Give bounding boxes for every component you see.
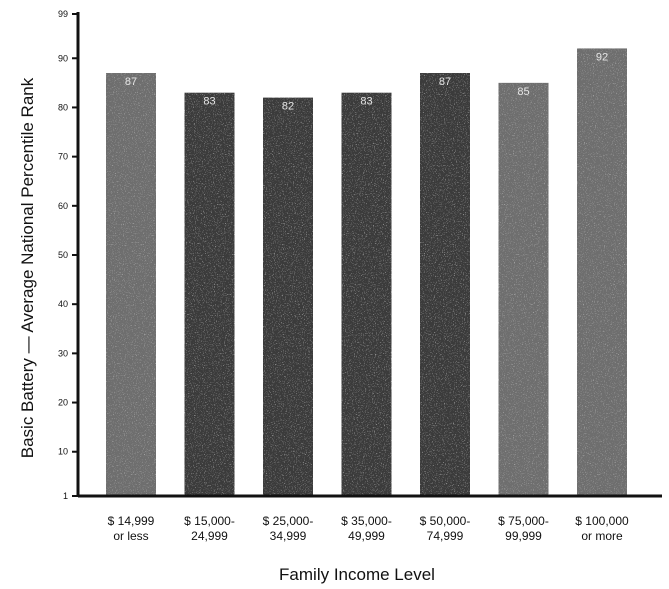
y-tick-label: 40 xyxy=(58,299,68,309)
bar xyxy=(341,92,392,496)
y-tick-label: 90 xyxy=(58,53,68,63)
bar-value-label: 85 xyxy=(517,86,529,98)
x-category-label: or more xyxy=(581,529,623,543)
bar-value-label: 92 xyxy=(596,51,608,63)
y-tick-label: 99 xyxy=(58,9,68,19)
bar-value-label: 83 xyxy=(203,96,215,108)
y-tick-label: 1 xyxy=(63,491,68,501)
x-axis-title: Family Income Level xyxy=(279,565,435,584)
bar xyxy=(184,92,235,496)
y-tick-label: 10 xyxy=(58,447,68,457)
bar xyxy=(263,97,313,496)
x-category-label: or less xyxy=(113,529,148,543)
x-category-label: $ 14,999 xyxy=(108,514,155,528)
x-category-label: $ 75,000- xyxy=(498,514,549,528)
x-category-label: $ 25,000- xyxy=(263,514,314,528)
x-category-label: $ 100,000 xyxy=(575,514,629,528)
x-category-label: 49,999 xyxy=(348,529,385,543)
x-category-label: 34,999 xyxy=(270,529,307,543)
x-category-label: $ 50,000- xyxy=(420,514,471,528)
bar-value-label: 87 xyxy=(125,76,137,88)
y-tick-label: 70 xyxy=(58,152,68,162)
y-axis: 1 10 20 30 40 50 60 70 80 90 99 xyxy=(58,9,80,501)
bars: 87 83 82 83 87 85 92 xyxy=(106,48,627,497)
bar-value-label: 87 xyxy=(439,76,451,88)
bar xyxy=(577,48,627,497)
y-tick-label: 20 xyxy=(58,398,68,408)
bar xyxy=(498,82,549,496)
x-category-label: 74,999 xyxy=(427,529,464,543)
x-category-label: $ 15,000- xyxy=(184,514,235,528)
bar xyxy=(420,73,470,496)
y-tick-label: 50 xyxy=(58,250,68,260)
y-tick-label: 80 xyxy=(58,102,68,112)
bar-value-label: 83 xyxy=(360,96,372,108)
y-axis-title: Basic Battery — Average National Percent… xyxy=(18,77,37,458)
x-category-label: $ 35,000- xyxy=(341,514,392,528)
y-tick-label: 60 xyxy=(58,201,68,211)
bar xyxy=(106,73,156,496)
y-tick-label: 30 xyxy=(58,348,68,358)
x-category-label: 24,999 xyxy=(191,529,228,543)
bar-value-label: 82 xyxy=(282,101,294,113)
x-category-label: 99,999 xyxy=(505,529,542,543)
